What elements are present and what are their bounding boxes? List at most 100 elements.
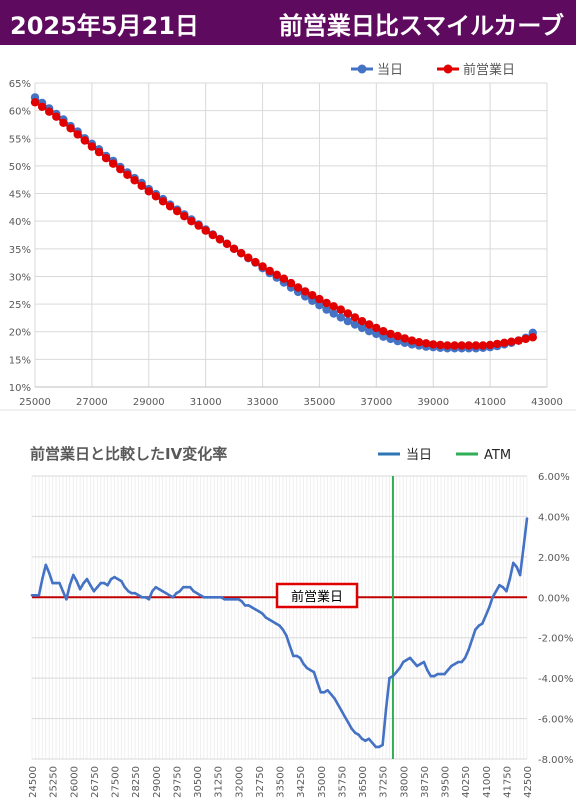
smile-point xyxy=(279,274,289,283)
iv-point xyxy=(477,624,481,627)
iv-point xyxy=(426,668,429,672)
iv-y-axis: 6.00% 4.00% 2.00% 0.00% -2.00% -4.00% -6.00% -8… xyxy=(538,472,573,766)
smile-point xyxy=(407,336,417,345)
smile-point xyxy=(336,305,345,314)
iv-point xyxy=(243,604,247,607)
legend-item-previous[interactable]: 前営業日 xyxy=(437,62,515,78)
smile-point xyxy=(514,336,523,345)
smile-point xyxy=(94,147,104,157)
smile-point xyxy=(293,283,303,292)
iv-point xyxy=(168,594,171,597)
iv-chart-title: 前営業日と比較したIV変化率 xyxy=(30,445,227,463)
iv-point xyxy=(336,703,340,706)
iv-point xyxy=(271,620,274,623)
iv-x-tick-label: 29000 xyxy=(152,766,163,798)
iv-grid xyxy=(31,475,528,760)
iv-x-tick-label: 27500 xyxy=(111,766,122,798)
smile-point xyxy=(222,239,232,248)
smile-x-tick-label: 29000 xyxy=(133,397,165,408)
legend-item-today[interactable]: 当日 xyxy=(351,63,403,78)
smile-series-previous xyxy=(30,98,537,350)
iv-point xyxy=(47,571,51,575)
iv-point xyxy=(164,591,168,595)
iv-x-tick-label: 28250 xyxy=(131,766,142,798)
iv-point xyxy=(470,638,474,641)
smile-point xyxy=(350,320,360,329)
iv-point xyxy=(302,662,305,666)
smile-point xyxy=(365,327,374,336)
iv-x-tick-label: 33500 xyxy=(276,766,287,798)
iv-point xyxy=(474,628,477,631)
iv-point xyxy=(199,594,202,597)
iv-point xyxy=(233,598,237,601)
smile-y-tick-label: 55% xyxy=(9,134,31,145)
iv-point xyxy=(99,581,103,585)
smile-y-tick-label: 45% xyxy=(9,190,31,201)
smile-series xyxy=(30,93,537,353)
iv-legend: 当日 ATM xyxy=(378,448,511,463)
smile-point xyxy=(30,98,40,107)
iv-point xyxy=(61,589,65,593)
iv-point xyxy=(281,628,285,631)
iv-x-tick-label: 38000 xyxy=(399,766,410,798)
smile-point xyxy=(343,317,353,326)
smile-point xyxy=(80,136,90,145)
iv-point xyxy=(398,666,402,670)
iv-point xyxy=(367,737,371,741)
smile-point xyxy=(45,107,54,116)
iv-point xyxy=(85,577,89,581)
smile-point xyxy=(308,291,317,300)
iv-point xyxy=(127,589,130,593)
iv-point xyxy=(216,596,219,599)
iv-x-tick-label: 40250 xyxy=(461,766,472,798)
iv-point xyxy=(261,612,264,615)
smile-x-tick-label: 31000 xyxy=(190,397,222,408)
iv-point xyxy=(92,589,96,593)
iv-point xyxy=(350,727,354,730)
iv-x-tick-label: 24500 xyxy=(28,766,39,798)
legend-today-marker xyxy=(357,64,367,74)
iv-point xyxy=(309,668,312,672)
smile-point xyxy=(130,176,139,185)
iv-point xyxy=(357,733,360,736)
iv-point xyxy=(381,743,384,747)
smile-x-tick-label: 33000 xyxy=(247,397,279,408)
iv-point xyxy=(436,672,439,676)
iv-point xyxy=(412,660,415,664)
iv-x-tick-label: 29750 xyxy=(172,766,183,798)
smile-point xyxy=(208,230,217,240)
iv-point xyxy=(408,656,412,660)
smile-point xyxy=(485,340,495,350)
zero-label-text: 前営業日 xyxy=(291,589,343,605)
iv-point xyxy=(267,618,271,621)
smile-point xyxy=(464,341,473,350)
legend-item-today[interactable]: 当日 xyxy=(378,448,432,463)
smile-x-tick-label: 25000 xyxy=(19,397,51,408)
iv-x-tick-label: 31250 xyxy=(214,766,225,798)
smile-point xyxy=(59,118,68,128)
iv-x-tick-label: 39500 xyxy=(441,766,452,798)
iv-point xyxy=(157,587,161,591)
smile-point xyxy=(357,323,367,333)
iv-point xyxy=(89,583,92,587)
smile-point xyxy=(507,337,516,346)
iv-point xyxy=(219,596,223,599)
smile-series-today xyxy=(30,93,537,353)
smile-point xyxy=(322,298,331,308)
smile-point xyxy=(329,302,338,311)
iv-y-tick-label: -8.00% xyxy=(538,755,573,766)
iv-point xyxy=(171,596,175,599)
legend-item-atm[interactable]: ATM xyxy=(456,448,511,463)
iv-point xyxy=(484,614,488,617)
iv-point xyxy=(322,691,326,694)
iv-point xyxy=(133,591,137,595)
iv-point xyxy=(34,594,37,597)
iv-point xyxy=(230,598,233,601)
iv-point xyxy=(450,664,453,668)
iv-y-tick-label: 4.00% xyxy=(538,512,570,523)
smile-point xyxy=(429,340,438,349)
smile-point xyxy=(478,341,488,350)
iv-point xyxy=(51,581,54,585)
iv-point xyxy=(206,596,209,599)
smile-x-tick-label: 39000 xyxy=(417,397,449,408)
